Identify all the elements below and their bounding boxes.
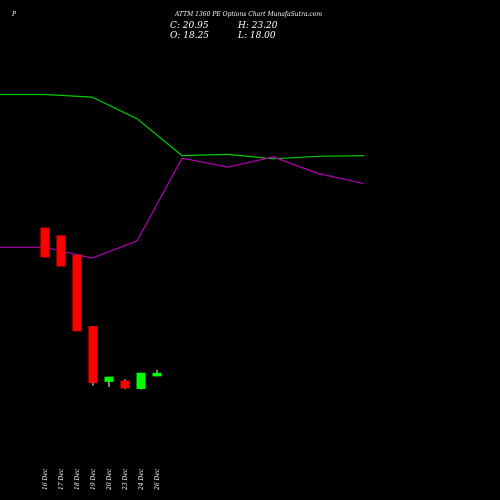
x-tick-label: 24 Dec [138,468,145,491]
candle-body [104,376,114,382]
x-tick-label: 18 Dec [74,468,81,490]
candle-body [72,254,82,332]
open-value: O: 18.25 [170,31,209,41]
candle-18-dec [72,254,82,332]
candle-19-dec [88,326,98,386]
candle-body [88,326,98,384]
candle-body [120,380,130,389]
candle-26-dec [152,369,162,377]
candle-body [40,227,50,258]
x-tick-label: 26 Dec [154,468,161,491]
candle-16-dec [40,227,50,258]
x-tick-label: 17 Dec [58,468,65,490]
x-tick-label: 16 Dec [42,468,49,490]
x-tick-label: 23 Dec [122,468,129,491]
candle-body [136,372,146,389]
candle-20-dec [104,376,114,388]
high-value: H: 23.20 [237,21,278,31]
candle-24-dec [136,372,146,390]
x-tick-label: 20 Dec [106,468,113,491]
header-symbol: P [11,11,17,18]
x-tick-label: 19 Dec [90,468,97,490]
green-indicator-line [0,93,365,160]
close-value: C: 20.95 [170,21,209,31]
candle-body [152,372,162,377]
candles [40,227,162,390]
candle-body [56,235,66,267]
candle-23-dec [120,379,130,389]
chart-title: ATTM 1360 PE Options Chart MunafaSutra.c… [174,11,322,18]
candle-17-dec [56,235,66,267]
low-value: L: 18.00 [237,31,276,41]
x-axis-labels: 16 Dec 17 Dec 18 Dec 19 Dec 20 Dec 23 Dec 24 D… [42,468,161,491]
